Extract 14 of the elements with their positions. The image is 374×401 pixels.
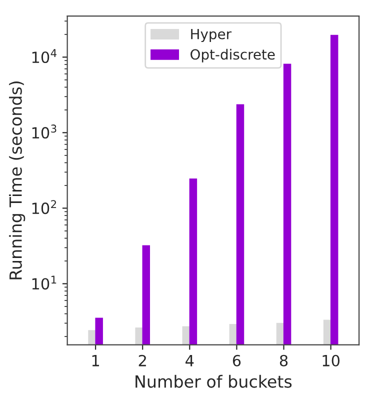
x-axis-title: Number of buckets bbox=[136, 374, 292, 388]
x-tick-label: 6 bbox=[232, 354, 241, 366]
x-tick-label: 4 bbox=[186, 355, 194, 366]
y-tick-label: 10$^{3}$ bbox=[32, 124, 56, 139]
legend-label: Hyper bbox=[191, 28, 232, 42]
x-tick-label: 10 bbox=[322, 354, 340, 366]
x-tick-label: 8 bbox=[280, 354, 288, 366]
x-tick-label: 2 bbox=[138, 354, 146, 366]
legend-label: Opt-discrete bbox=[190, 48, 275, 62]
y-axis-title: Running Time (seconds) bbox=[9, 81, 26, 280]
x-tick-label: 1 bbox=[92, 355, 99, 366]
y-tick-label: 10$^{1}$ bbox=[32, 276, 56, 290]
y-tick-label: 10$^{2}$ bbox=[32, 200, 56, 214]
y-tick-label: 10$^{4}$ bbox=[32, 49, 56, 64]
